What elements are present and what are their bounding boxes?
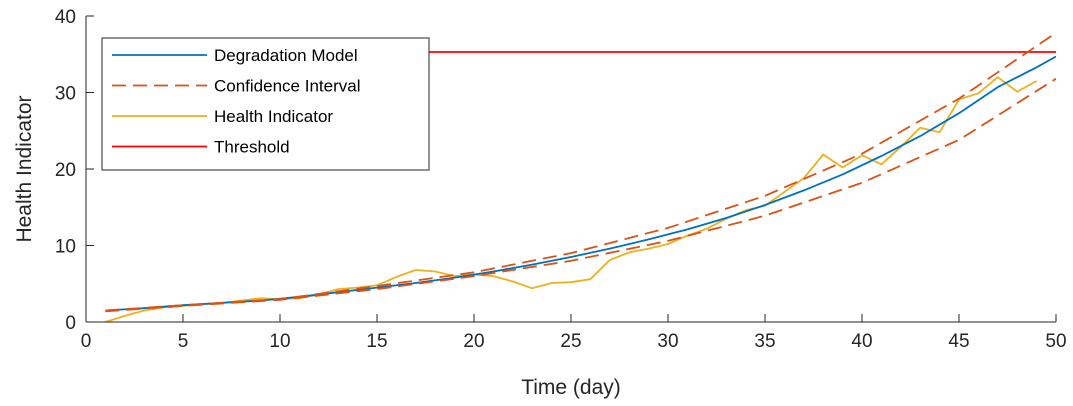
y-tick-label: 10 <box>55 237 76 258</box>
legend-label: Health Indicator <box>214 107 333 126</box>
degradation-model-line <box>105 55 1056 312</box>
confidence-interval-line <box>105 32 1056 312</box>
y-tick-label: 0 <box>65 313 76 334</box>
y-tick-label: 40 <box>55 7 76 28</box>
plot-area <box>105 32 1056 322</box>
legend-label: Degradation Model <box>214 46 358 65</box>
x-tick-label: 10 <box>269 331 290 352</box>
x-tick-label: 15 <box>366 331 387 352</box>
x-tick-label: 0 <box>81 331 92 352</box>
y-tick-label: 30 <box>55 84 76 105</box>
x-tick-label: 40 <box>851 331 872 352</box>
x-tick-label: 50 <box>1045 331 1066 352</box>
x-tick-label: 30 <box>657 331 678 352</box>
axes: 0 5 10 15 20 25 30 35 40 45 50 0 10 20 30 40 Time (day) H… <box>13 7 1067 399</box>
x-tick-label: 25 <box>560 331 581 352</box>
x-tick-label: 20 <box>463 331 484 352</box>
legend-label: Threshold <box>214 138 290 157</box>
x-tick-label: 5 <box>178 331 189 352</box>
y-tick-label: 20 <box>55 160 76 181</box>
confidence-interval-lower-line <box>105 77 1056 313</box>
legend: Degradation Model Confidence Interval Heal… <box>101 37 430 171</box>
legend-box <box>101 37 430 171</box>
health-indicator-line <box>105 76 1038 322</box>
x-axis-label: Time (day) <box>521 376 621 399</box>
legend-label: Confidence Interval <box>214 77 360 96</box>
x-tick-label: 35 <box>754 331 775 352</box>
y-axis-label: Health Indicator <box>13 95 36 242</box>
x-tick-label: 45 <box>948 331 969 352</box>
